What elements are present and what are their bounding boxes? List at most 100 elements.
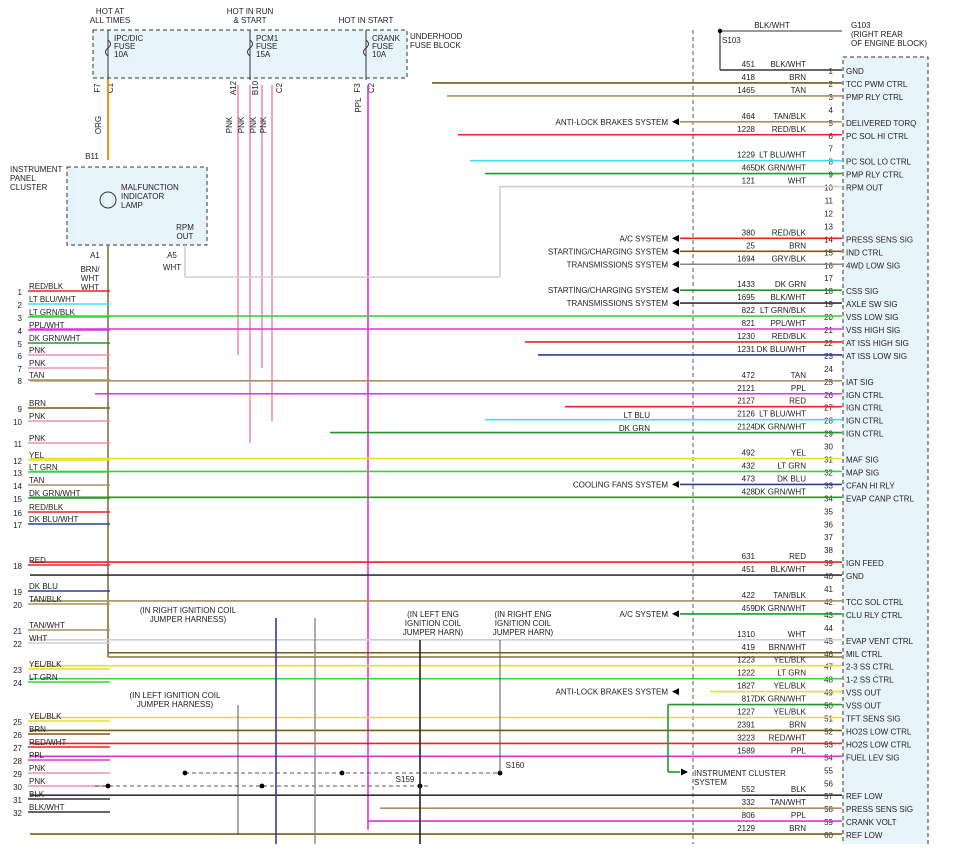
pin-number: 40 (824, 572, 833, 581)
pin-number: 36 (824, 520, 833, 529)
circuit-number: 1433 (737, 280, 755, 289)
pin-number: 3 (829, 93, 834, 102)
circuit-number: 422 (742, 591, 756, 600)
wire-color: WHT (788, 630, 806, 639)
system-label: A/C SYSTEM (620, 610, 669, 619)
circuit-number: 817 (742, 695, 756, 704)
circuit-number: 451 (742, 565, 756, 574)
wire-color: BLK/WHT (770, 565, 806, 574)
pin-function: IGN CTRL (846, 430, 884, 439)
connector-label: F7 (93, 83, 102, 93)
wire-color: RED/BLK (772, 125, 807, 134)
pin-function: PMP RLY CTRL (846, 171, 904, 180)
arrow (672, 260, 679, 268)
wire-color: BLK/WHT (770, 60, 806, 69)
wire-color: RED (789, 397, 806, 406)
circuit-number: 2126 (737, 410, 755, 419)
pin-function: MAP SIG (846, 468, 879, 477)
arrow (672, 234, 679, 242)
left-pin-number: 10 (13, 418, 22, 427)
pin-number: 9 (829, 171, 834, 180)
pin-function: RPM OUT (846, 184, 883, 193)
wire-color: TAN (791, 86, 807, 95)
circuit-number: 2127 (737, 397, 755, 406)
arrow (672, 299, 679, 307)
pin-function: PRESS SENS SIG (846, 805, 913, 814)
pin-function: CLU RLY CTRL (846, 611, 903, 620)
wire-label: PNK (259, 116, 268, 133)
pin-function: HO2S LOW CTRL (846, 740, 912, 749)
harness-note: JUMPER HARN) (403, 628, 464, 637)
connector-label: C2 (367, 82, 376, 93)
system-label: STARTING/CHARGING SYSTEM (548, 247, 668, 256)
cluster-wire: WHT (81, 283, 99, 292)
circuit-number: 380 (742, 228, 756, 237)
pin-number: 26 (824, 391, 833, 400)
cluster-rpm: RPM (176, 223, 194, 232)
harness-note: JUMPER HARNESS) (150, 615, 227, 624)
pin-number: 37 (824, 533, 833, 542)
circuit-number: 1222 (737, 669, 755, 678)
circuit-number: 1230 (737, 332, 755, 341)
cluster-lamp: LAMP (121, 201, 143, 210)
system-label: A/C SYSTEM (620, 234, 669, 243)
wire-color: DK GRN/WHT (754, 604, 806, 613)
left-wire-color: DK BLU (29, 582, 58, 591)
left-pin-number: 31 (13, 796, 22, 805)
wire-color: DK GRN (775, 280, 806, 289)
left-wire-color: PPL (29, 751, 45, 760)
pin-number: 30 (824, 443, 833, 452)
pin-number: 6 (829, 132, 834, 141)
pin-number: 33 (824, 481, 833, 490)
lamp (99, 191, 117, 209)
left-pin-number: 3 (18, 314, 23, 323)
pin-number: 54 (824, 753, 833, 762)
pin-function: PC SOL HI CTRL (846, 132, 909, 141)
wire-color: YEL/BLK (774, 682, 807, 691)
ground-color: BLK/WHT (754, 21, 790, 30)
wire-color: TAN/BLK (773, 112, 806, 121)
circuit-number: 465 (742, 164, 756, 173)
harness-note: IGNITION COIL (405, 619, 462, 628)
pin-number: 22 (824, 339, 833, 348)
pin-function: IAT SIG (846, 378, 874, 387)
circuit-number: 473 (742, 474, 756, 483)
fuse-label: 10A (372, 50, 387, 59)
circuit-number: 492 (742, 449, 756, 458)
pin-function: CSS SIG (846, 287, 878, 296)
pin-number: 46 (824, 650, 833, 659)
wire-color: RED/BLK (772, 332, 807, 341)
wire-color: DK BLU/WHT (757, 345, 806, 354)
circuit-number: 1310 (737, 630, 755, 639)
wire-color: WHT (788, 177, 806, 186)
system-label: STARTING/CHARGING SYSTEM (548, 286, 668, 295)
pin-number: 28 (824, 417, 833, 426)
fuse-label: IPC/DIC (114, 34, 144, 43)
pin-function: AT ISS LOW SIG (846, 352, 907, 361)
wire-color: RED/BLK (772, 228, 807, 237)
wire-color: PPL (791, 746, 807, 755)
cluster-wire: WHT (163, 263, 181, 272)
circuit-number: 631 (742, 552, 756, 561)
pin-function: PRESS SENS SIG (846, 235, 913, 244)
harness-note: (IN RIGHT ENG (494, 610, 551, 619)
circuit-number: 418 (742, 73, 756, 82)
wire-color: TAN/BLK (773, 591, 806, 600)
connector-label: F3 (353, 83, 362, 93)
pin-function: VSS HIGH SIG (846, 326, 900, 335)
circuit-number: 2391 (737, 720, 755, 729)
pin-number: 32 (824, 468, 833, 477)
left-pin-number: 19 (13, 588, 22, 597)
left-pin-number: 27 (13, 744, 22, 753)
inline-label: LT BLU (624, 411, 651, 420)
pin-number: 53 (824, 740, 833, 749)
pin-number: 50 (824, 702, 833, 711)
left-pin-number: 22 (13, 640, 22, 649)
circuit-number: 459 (742, 604, 756, 613)
pin-function: AXLE SW SIG (846, 300, 898, 309)
wire-color: LT GRN/BLK (760, 306, 807, 315)
pin-number: 29 (824, 430, 833, 439)
system-label: INSTRUMENT CLUSTER (694, 769, 786, 778)
